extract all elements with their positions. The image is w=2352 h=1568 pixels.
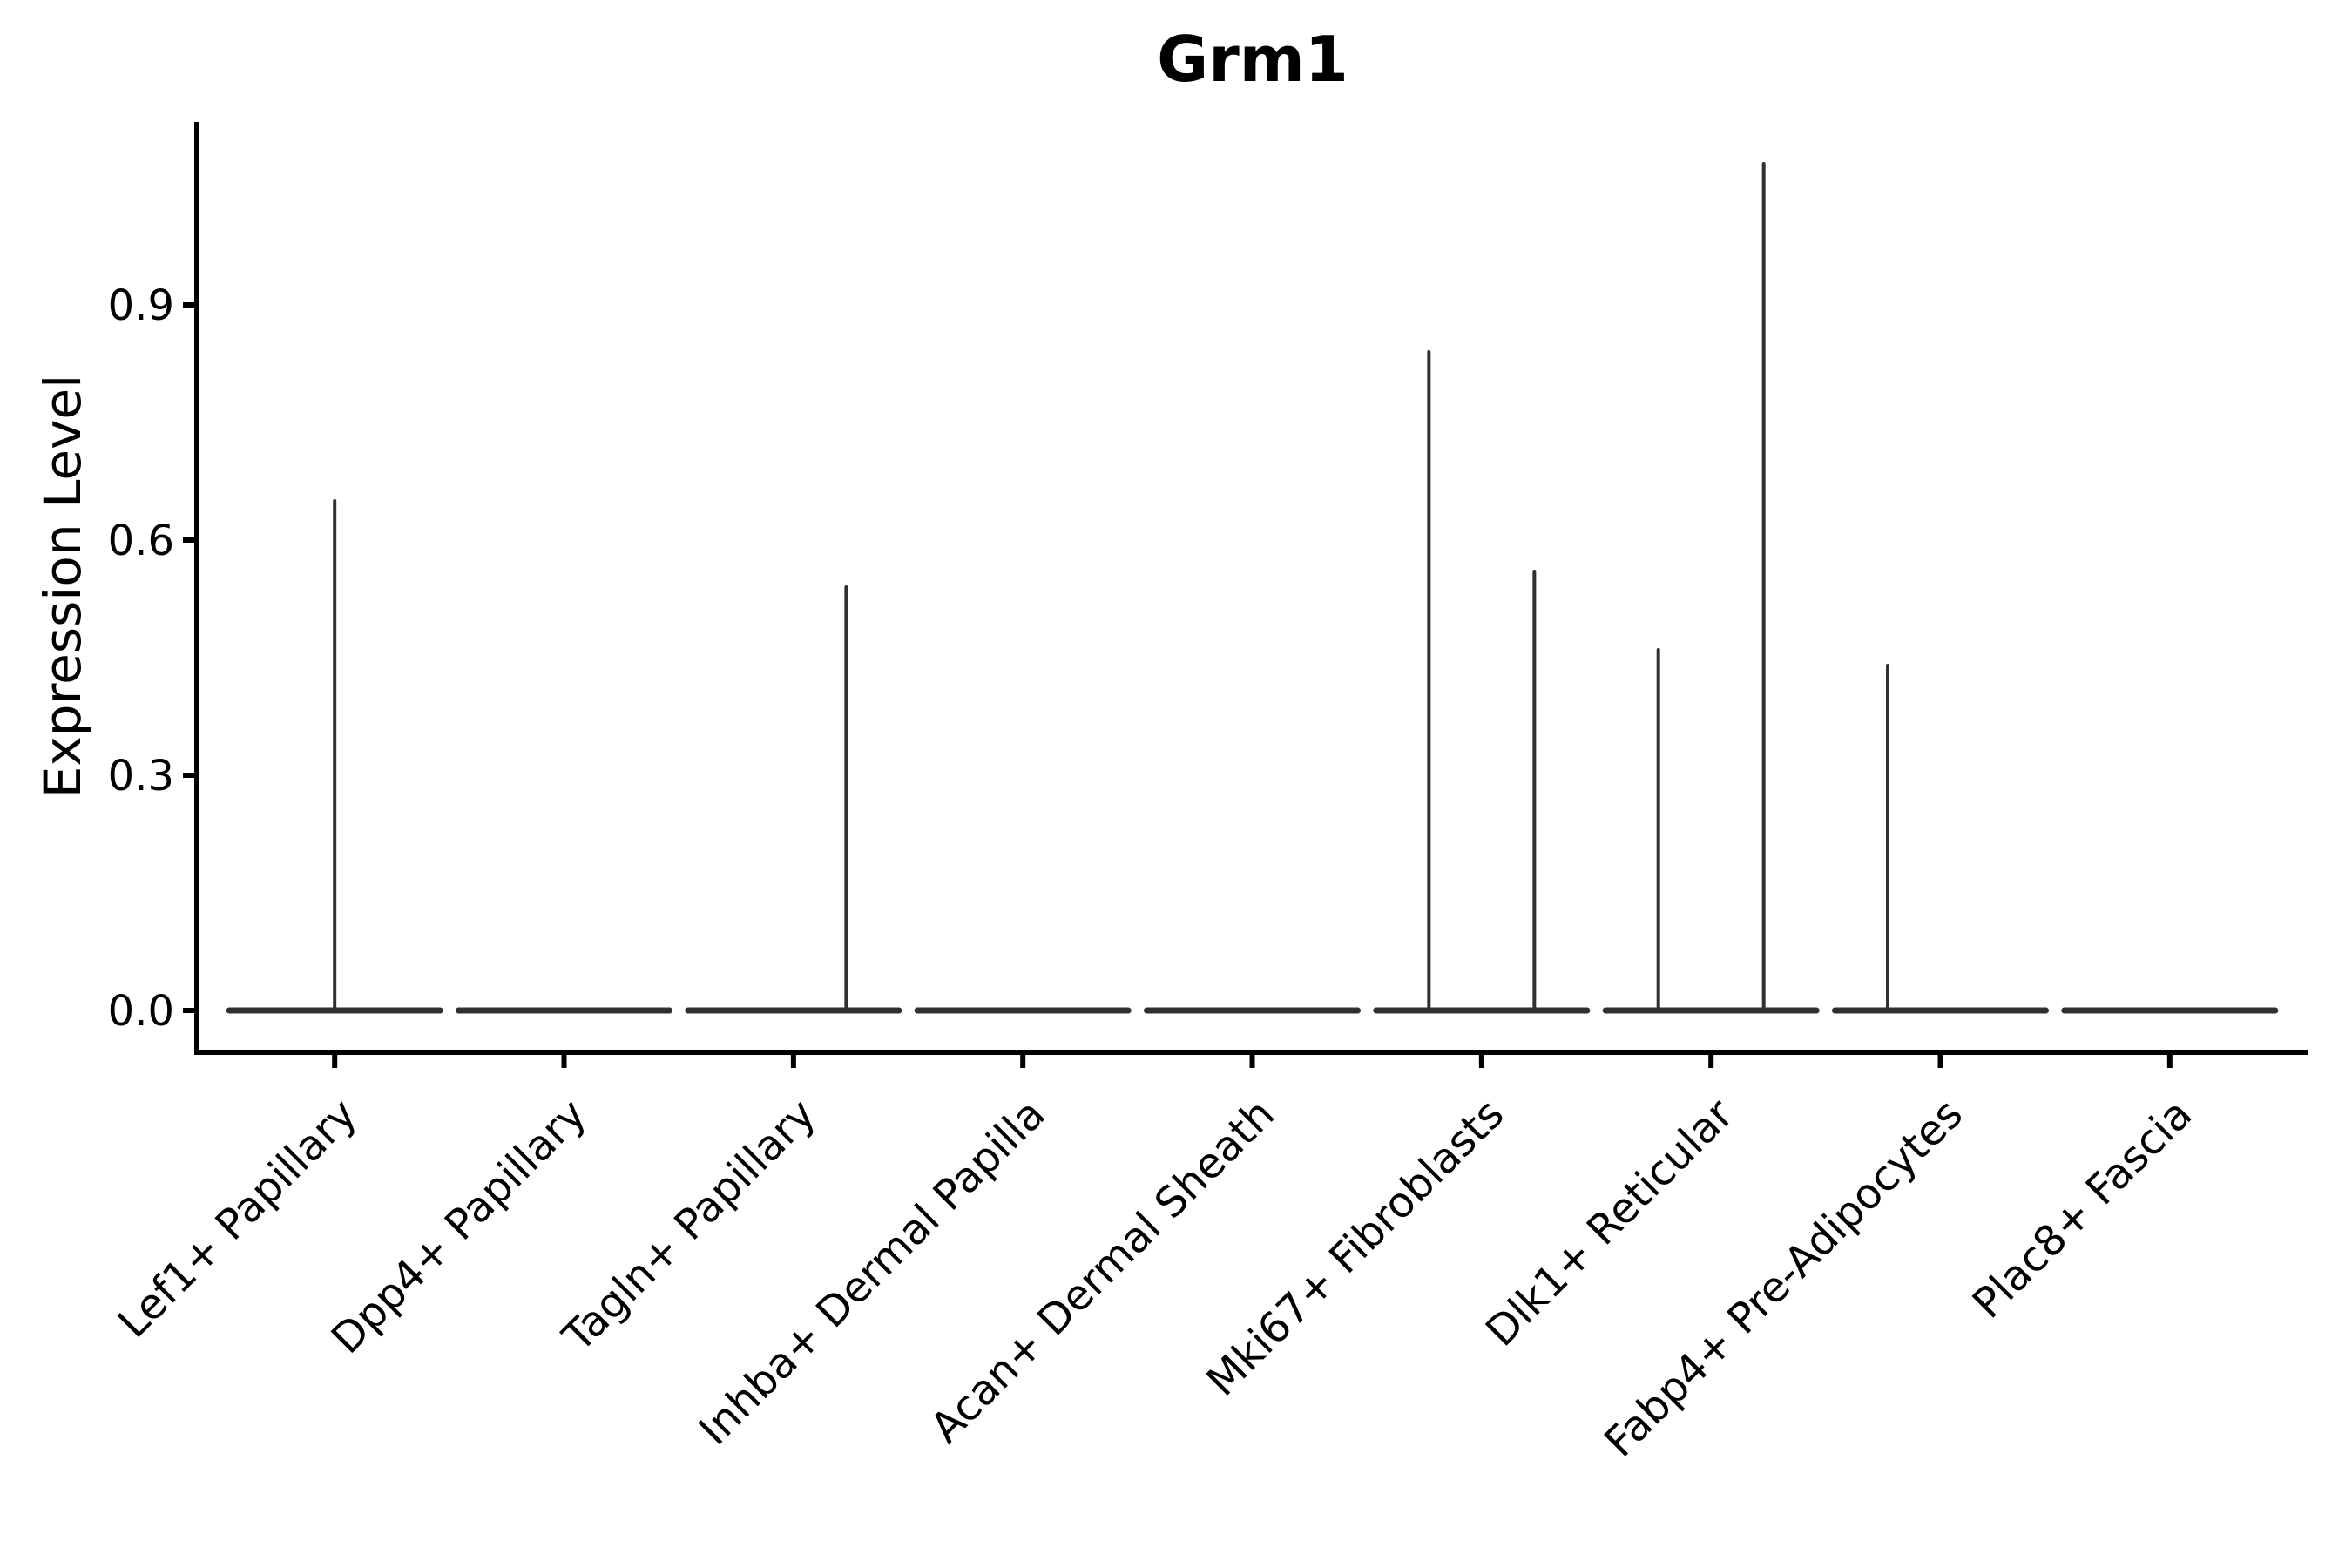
y-tick-label: 0.6 — [108, 517, 174, 565]
x-tick-label: Plac8+ Fascia — [1963, 1090, 2202, 1328]
x-tick-label: Dlk1+ Reticular — [1477, 1090, 1743, 1356]
chart-title: Grm1 — [1157, 23, 1348, 96]
x-tick-label: Dpp4+ Papillary — [322, 1090, 596, 1363]
x-tick-label: Lef1+ Papillary — [109, 1090, 367, 1348]
y-tick-label: 0.3 — [108, 752, 174, 801]
y-tick-label: 0.9 — [108, 281, 174, 330]
y-tick-label: 0.0 — [108, 987, 174, 1036]
x-tick-label: Tagln+ Papillary — [553, 1090, 825, 1362]
